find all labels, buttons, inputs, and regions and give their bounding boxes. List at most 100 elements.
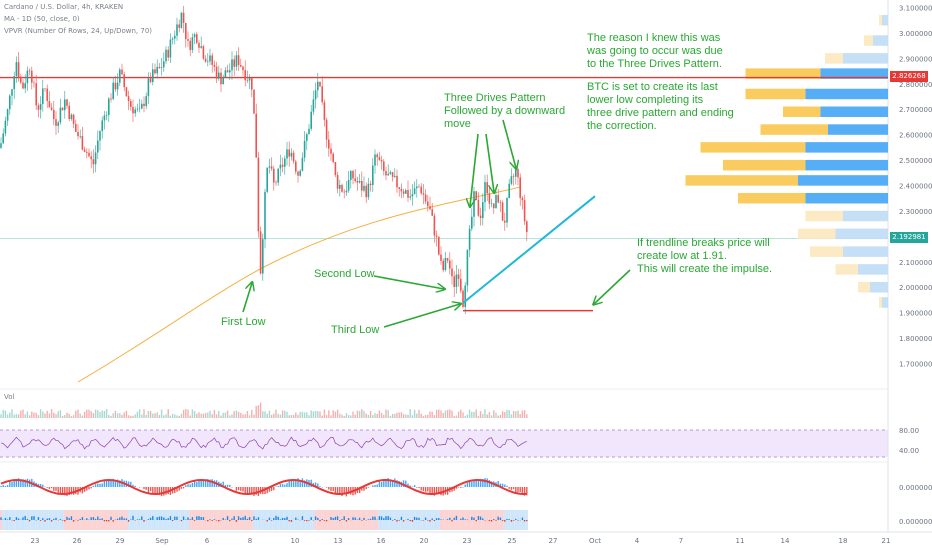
candle-body: [286, 149, 288, 159]
oscillator-bar: [169, 516, 172, 520]
candle-body: [319, 81, 321, 87]
macd-histogram-bar: [328, 487, 330, 490]
candle-body: [86, 151, 88, 153]
oscillator-bar: [411, 520, 414, 522]
volume-bar: [24, 414, 26, 418]
oscillator-bar: [314, 516, 317, 520]
volume-bar: [477, 415, 480, 418]
oscillator-bar: [72, 520, 75, 522]
oscillator-bar: [323, 520, 326, 521]
volume-pane-label[interactable]: Vol: [4, 393, 15, 401]
vpvr-indicator-label[interactable]: VPVR (Number Of Rows, 24, Up/Down, 70): [4, 27, 153, 35]
macd-histogram-bar: [165, 487, 167, 495]
oscillator-bar: [288, 520, 290, 522]
volume-bar: [103, 410, 106, 418]
macd-histogram-bar: [504, 484, 506, 487]
volume-bar: [202, 413, 205, 418]
candle-body: [81, 136, 84, 150]
oscillator-bar: [497, 516, 499, 520]
candle-body: [59, 107, 62, 123]
rsi-band: [0, 430, 888, 457]
candle-body: [156, 66, 158, 74]
candle-body: [97, 140, 99, 153]
candle-body: [132, 106, 134, 114]
oscillator-bar: [46, 518, 48, 520]
candle-body: [473, 191, 475, 217]
volume-bar: [86, 409, 88, 418]
volume-bar: [427, 414, 429, 418]
volume-bar: [110, 415, 112, 418]
volume-bar: [303, 412, 306, 418]
macd-histogram-bar: [251, 487, 253, 495]
candle-body: [295, 161, 297, 172]
oscillator-bar: [224, 519, 227, 520]
volume-bar: [352, 411, 354, 418]
volume-bar: [92, 413, 95, 418]
macd-histogram-bar: [66, 487, 68, 496]
volume-bar: [444, 410, 447, 418]
candle-body: [123, 74, 125, 88]
macd-histogram-bar: [132, 484, 134, 487]
volume-bar: [154, 413, 156, 418]
volume-bar: [229, 415, 231, 418]
volume-bar: [204, 413, 207, 418]
volume-bar: [354, 414, 356, 418]
volume-bar: [446, 409, 449, 418]
oscillator-bar: [110, 516, 112, 520]
volume-bar: [196, 413, 198, 418]
candle-body: [53, 109, 55, 120]
price-tick-label: 1.700000: [899, 361, 932, 369]
candle-body: [462, 290, 464, 307]
oscillator-bar: [158, 516, 161, 520]
volume-bar: [112, 413, 114, 418]
oscillator-bar: [240, 517, 242, 520]
candle-body: [468, 228, 471, 250]
price-tick-label: 2.000000: [899, 284, 932, 292]
candle-body: [209, 55, 211, 62]
candle-body: [380, 159, 383, 162]
volume-bar: [17, 414, 20, 418]
vpvr-up-bar: [835, 228, 888, 240]
macd-histogram-bar: [396, 480, 398, 487]
volume-bar: [438, 409, 440, 418]
macd-histogram-bar: [499, 483, 502, 487]
candle-body: [303, 140, 306, 158]
reason-annotation: The reason I knew this was was going to …: [587, 32, 723, 70]
oscillator-bar: [86, 518, 88, 520]
oscillator-bar: [427, 520, 429, 521]
volume-bar: [411, 415, 414, 418]
symbol-title[interactable]: Cardano / U.S. Dollar, 4h, KRAKEN: [4, 3, 124, 11]
candle-body: [110, 98, 112, 100]
oscillator-bar: [279, 519, 282, 520]
oscillator-bar: [473, 517, 475, 520]
oscillator-bar: [523, 520, 526, 522]
oscillator-bar: [156, 517, 158, 520]
vpvr-down-bar: [700, 142, 806, 153]
vpvr-down-bar: [805, 210, 843, 222]
volume-bar: [101, 410, 103, 418]
candle-body: [475, 191, 477, 200]
oscillator-bar: [363, 517, 365, 520]
macd-histogram-bar: [372, 485, 374, 487]
volume-bar: [207, 412, 209, 418]
volume-bar: [281, 410, 284, 418]
macd-histogram-bar: [105, 480, 108, 487]
vpvr-up-bar: [805, 159, 888, 171]
volume-bar: [519, 414, 521, 418]
candle-body: [398, 187, 400, 189]
ma-indicator-label[interactable]: MA - 1D (50, close, 0): [4, 15, 80, 23]
oscillator-bar: [211, 520, 213, 521]
macd-histogram-bar: [55, 487, 57, 491]
volume-bar: [149, 411, 152, 418]
macd-histogram-bar: [389, 480, 392, 487]
macd-histogram-bar: [517, 487, 519, 493]
candle-body: [387, 173, 389, 176]
oscillator-bar: [471, 516, 473, 520]
oscillator-bar: [171, 520, 174, 522]
time-axis-label: 10: [291, 537, 300, 545]
oscillator-bar: [39, 520, 42, 521]
volume-bar: [334, 411, 337, 418]
volume-bar: [288, 415, 290, 418]
